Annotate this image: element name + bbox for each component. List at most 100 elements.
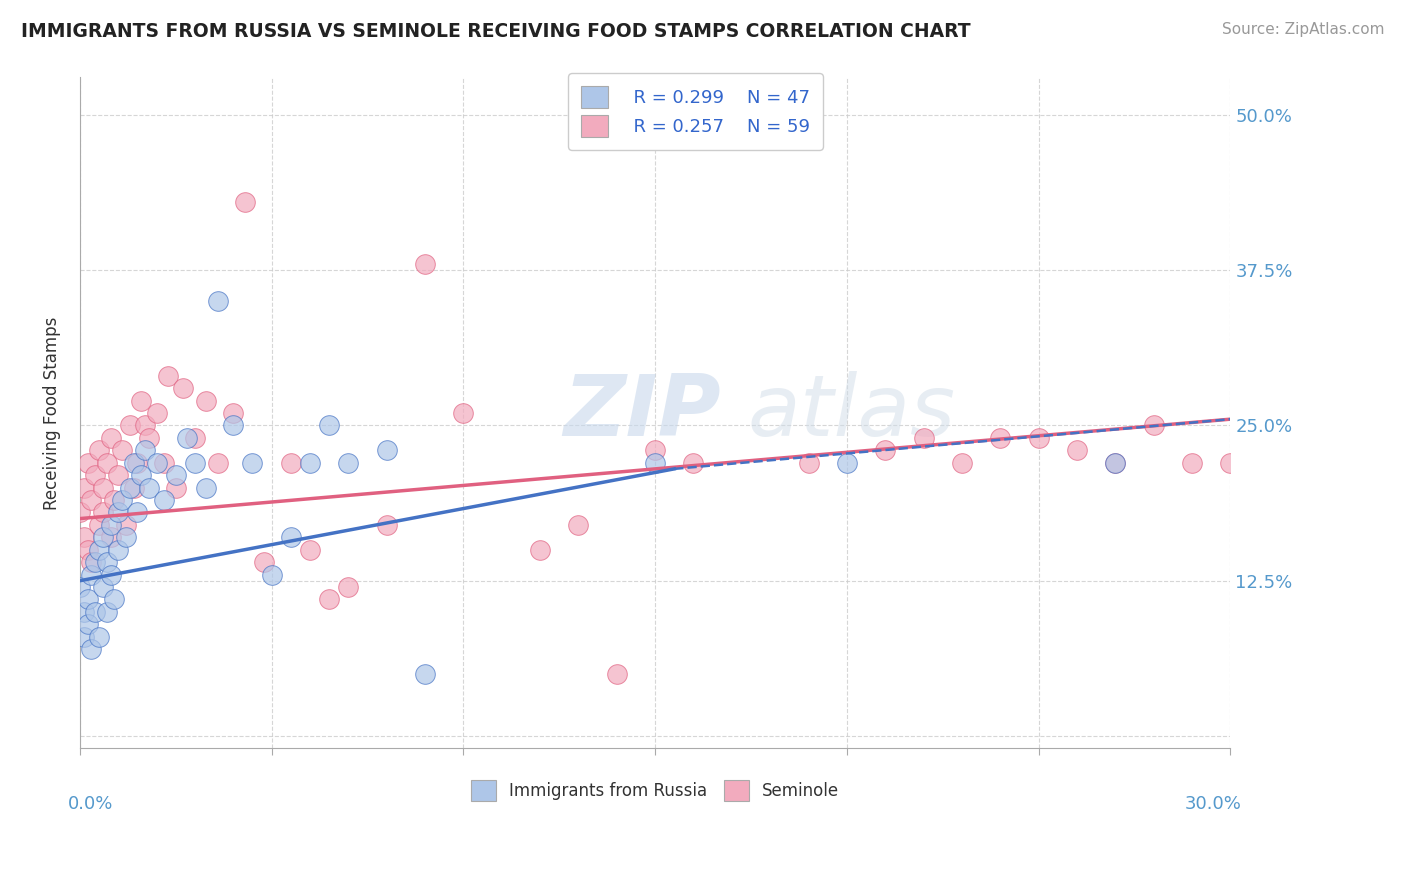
Point	[73, 605, 96, 619]
Point	[567, 517, 589, 532]
Point	[80, 642, 103, 657]
Point	[134, 418, 156, 433]
Point	[91, 580, 114, 594]
Point	[145, 456, 167, 470]
Point	[165, 481, 187, 495]
Point	[134, 443, 156, 458]
Text: Source: ZipAtlas.com: Source: ZipAtlas.com	[1222, 22, 1385, 37]
Point	[153, 492, 176, 507]
Point	[73, 481, 96, 495]
Point	[87, 443, 110, 458]
Point	[176, 431, 198, 445]
Point	[375, 517, 398, 532]
Point	[1066, 443, 1088, 458]
Point	[413, 257, 436, 271]
Point	[413, 667, 436, 681]
Point	[80, 555, 103, 569]
Point	[84, 605, 107, 619]
Point	[107, 542, 129, 557]
Point	[84, 555, 107, 569]
Point	[298, 542, 321, 557]
Point	[91, 481, 114, 495]
Point	[115, 517, 138, 532]
Point	[835, 456, 858, 470]
Point	[103, 592, 125, 607]
Point	[233, 194, 256, 209]
Point	[644, 456, 666, 470]
Point	[337, 580, 360, 594]
Point	[96, 555, 118, 569]
Point	[222, 418, 245, 433]
Y-axis label: Receiving Food Stamps: Receiving Food Stamps	[44, 317, 60, 509]
Point	[195, 393, 218, 408]
Point	[76, 456, 98, 470]
Point	[1219, 456, 1241, 470]
Text: atlas: atlas	[747, 371, 955, 454]
Point	[127, 456, 149, 470]
Point	[138, 481, 160, 495]
Point	[87, 630, 110, 644]
Point	[797, 456, 820, 470]
Point	[950, 456, 973, 470]
Point	[111, 492, 134, 507]
Legend: Immigrants from Russia, Seminole: Immigrants from Russia, Seminole	[464, 773, 846, 807]
Point	[84, 468, 107, 483]
Point	[318, 592, 340, 607]
Point	[87, 517, 110, 532]
Point	[529, 542, 551, 557]
Point	[100, 517, 122, 532]
Text: 30.0%: 30.0%	[1185, 796, 1241, 814]
Point	[87, 542, 110, 557]
Point	[80, 492, 103, 507]
Point	[1104, 456, 1126, 470]
Point	[127, 505, 149, 519]
Point	[1104, 456, 1126, 470]
Point	[184, 431, 207, 445]
Point	[375, 443, 398, 458]
Point	[91, 505, 114, 519]
Point	[222, 406, 245, 420]
Point	[1028, 431, 1050, 445]
Point	[195, 481, 218, 495]
Point	[253, 555, 276, 569]
Point	[103, 492, 125, 507]
Point	[453, 406, 475, 420]
Point	[80, 567, 103, 582]
Point	[107, 468, 129, 483]
Point	[118, 418, 141, 433]
Text: 0.0%: 0.0%	[69, 796, 114, 814]
Point	[129, 468, 152, 483]
Point	[280, 530, 302, 544]
Point	[298, 456, 321, 470]
Point	[96, 605, 118, 619]
Text: ZIP: ZIP	[562, 371, 721, 454]
Point	[165, 468, 187, 483]
Point	[96, 456, 118, 470]
Point	[122, 456, 145, 470]
Point	[337, 456, 360, 470]
Point	[280, 456, 302, 470]
Point	[207, 456, 229, 470]
Point	[111, 443, 134, 458]
Point	[157, 368, 180, 383]
Point	[606, 667, 628, 681]
Point	[118, 481, 141, 495]
Point	[318, 418, 340, 433]
Point	[875, 443, 897, 458]
Point	[912, 431, 935, 445]
Point	[172, 381, 194, 395]
Point	[145, 406, 167, 420]
Point	[69, 580, 91, 594]
Point	[100, 431, 122, 445]
Point	[76, 617, 98, 632]
Point	[91, 530, 114, 544]
Point	[73, 630, 96, 644]
Point	[115, 530, 138, 544]
Point	[100, 567, 122, 582]
Point	[153, 456, 176, 470]
Point	[260, 567, 283, 582]
Point	[107, 505, 129, 519]
Point	[76, 592, 98, 607]
Point	[682, 456, 704, 470]
Point	[73, 530, 96, 544]
